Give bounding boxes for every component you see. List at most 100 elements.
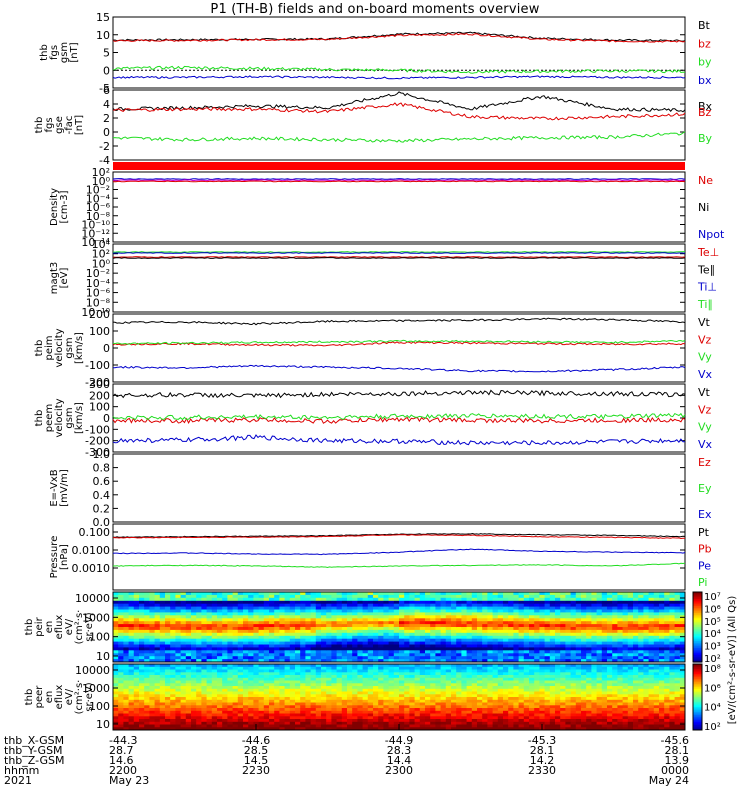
p10-pixel — [274, 664, 280, 668]
p9-pixel — [419, 644, 426, 648]
p9-pixel — [388, 609, 395, 613]
p9-pixel — [612, 656, 618, 660]
p10-pixel — [461, 675, 467, 679]
p9-pixel — [440, 629, 447, 634]
p10-pixel — [471, 672, 478, 676]
p9-pixel — [170, 615, 176, 619]
p10-pixel — [159, 705, 166, 709]
p10-pixel — [144, 672, 150, 676]
p10-pixel — [497, 710, 504, 714]
p10-pixel — [180, 710, 187, 714]
p9-pixel — [581, 650, 587, 654]
p9-pixel — [451, 600, 457, 605]
p10-pixel — [487, 675, 493, 679]
p9-pixel — [451, 638, 457, 642]
p9-pixel — [305, 609, 311, 613]
p9-pixel — [659, 635, 665, 640]
p10-pixel — [451, 677, 457, 681]
p10-pixel — [523, 691, 530, 695]
p9-pixel — [383, 629, 389, 634]
p10-pixel — [123, 727, 129, 731]
p9-pixel — [508, 624, 514, 628]
p10-pixel — [378, 702, 384, 706]
p9-pixel — [471, 627, 478, 631]
p10-pixel — [310, 686, 317, 690]
p9-pixel — [461, 650, 467, 654]
p10-pixel — [492, 705, 499, 709]
p10-pixel — [388, 688, 395, 692]
p9-pixel — [367, 615, 374, 619]
p10-pixel — [128, 697, 135, 701]
p9-pixel — [217, 592, 223, 596]
p9-pixel — [113, 618, 119, 622]
p10-pixel — [237, 727, 244, 731]
p10-pixel — [435, 666, 441, 670]
p10-pixel — [331, 672, 337, 676]
p9-pixel — [471, 629, 478, 634]
p10-pixel — [289, 708, 296, 712]
p10-pixel — [274, 686, 280, 690]
p9-pixel — [674, 621, 681, 625]
p10-pixel — [237, 688, 244, 692]
p10-pixel — [118, 680, 124, 684]
p9-pixel — [471, 641, 478, 645]
p10-pixel — [175, 716, 181, 720]
p10-pixel — [144, 716, 150, 720]
p9-pixel — [175, 650, 181, 654]
p9-pixel — [227, 624, 233, 628]
p9-pixel — [435, 594, 441, 599]
p9-pixel — [185, 618, 192, 622]
p9-ylabel: thb — [24, 619, 35, 636]
p9-pixel — [643, 618, 649, 622]
p9-pixel — [560, 624, 566, 628]
p10-pixel — [539, 697, 545, 701]
p9-pixel — [586, 621, 592, 625]
p9-colorbar-cell — [693, 635, 702, 639]
p10-pixel — [388, 680, 395, 684]
p9-pixel — [217, 656, 223, 660]
p9-pixel — [539, 597, 545, 602]
p9-pixel — [674, 632, 681, 637]
p10-pixel — [336, 672, 343, 676]
p9-pixel — [612, 609, 618, 613]
p10-pixel — [555, 664, 561, 668]
p10-pixel — [149, 688, 155, 692]
p10-pixel — [170, 664, 176, 668]
p10-pixel — [357, 705, 363, 709]
p9-pixel — [347, 606, 353, 610]
p9-pixel — [503, 629, 509, 634]
p9-pixel — [362, 618, 369, 622]
p9-pixel — [575, 644, 582, 648]
p9-pixel — [565, 612, 571, 616]
p9-pixel — [378, 656, 384, 660]
p10-pixel — [539, 672, 545, 676]
p10-pixel — [237, 724, 244, 728]
p9-pixel — [549, 641, 556, 645]
p10-pixel — [393, 697, 400, 701]
p10-pixel — [305, 710, 311, 714]
p9-pixel — [159, 597, 166, 602]
p9-pixel — [492, 641, 499, 645]
p10-pixel — [435, 694, 441, 698]
p9-pixel — [518, 618, 525, 622]
p10-pixel — [414, 713, 421, 717]
p10-pixel — [133, 710, 140, 714]
p9-pixel — [133, 600, 140, 605]
p9-pixel — [222, 618, 228, 622]
p10-pixel — [352, 675, 358, 679]
p9-pixel — [393, 621, 400, 625]
p10-pixel — [180, 672, 187, 676]
p10-pixel — [227, 694, 233, 698]
p9-pixel — [263, 606, 270, 610]
p9-pixel — [529, 612, 535, 616]
p9-pixel — [378, 644, 384, 648]
p10-pixel — [217, 669, 223, 673]
p9-pixel — [139, 612, 145, 616]
p9-pixel — [461, 632, 467, 637]
p10-pixel — [315, 694, 322, 698]
p10-pixel — [295, 694, 301, 698]
p10-pixel — [487, 708, 493, 712]
p10-pixel — [191, 719, 197, 723]
p9-pixel — [492, 603, 499, 607]
p9-colorbar-cell — [693, 606, 702, 609]
